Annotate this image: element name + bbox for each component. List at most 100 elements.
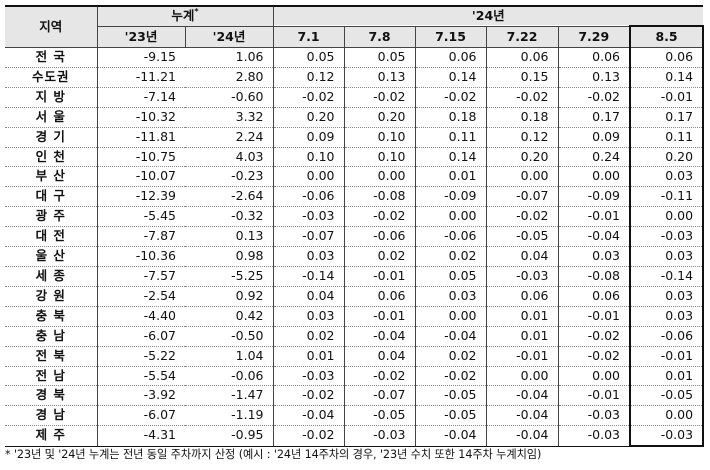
cumulative-24: -0.50: [185, 326, 274, 347]
region-name: 서 울: [5, 107, 98, 128]
weekly-change: 0.06: [486, 47, 559, 68]
weekly-change-latest: -0.14: [629, 266, 705, 287]
weekly-change: -0.05: [486, 226, 559, 248]
cumulative-24: 2.24: [185, 127, 274, 148]
cumulative-23: -10.32: [97, 107, 185, 128]
weekly-change-latest: -0.05: [629, 385, 705, 407]
weekly-change: 0.02: [273, 326, 345, 347]
weekly-change: -0.02: [415, 366, 487, 387]
table-row: 광 주 -5.45 -0.32 -0.03 -0.02 0.00 -0.02 -0.01 0.0…: [5, 206, 705, 228]
region-name: 광 주: [5, 206, 98, 228]
cumulative-24: -0.32: [185, 206, 274, 228]
region-name: 부 산: [5, 166, 98, 188]
weekly-change-latest: -0.03: [629, 226, 705, 248]
weekly-change: -0.04: [486, 425, 559, 447]
header-cum24: '24년: [185, 26, 274, 48]
weekly-change: -0.06: [273, 186, 345, 208]
table-row: 강 원 -2.54 0.92 0.04 0.06 0.03 0.06 0.06 0.03: [5, 286, 705, 307]
region-name: 지 방: [5, 87, 98, 108]
weekly-change-latest: 0.17: [629, 107, 705, 128]
region-name: 경 기: [5, 127, 98, 148]
cumulative-23: -2.54: [97, 286, 185, 307]
cumulative-24: -0.06: [185, 366, 274, 387]
cumulative-24: -0.60: [185, 87, 274, 108]
weekly-change: -0.02: [486, 206, 559, 228]
weekly-change: 0.00: [486, 166, 559, 188]
weekly-change: -0.09: [558, 186, 631, 208]
weekly-change: -0.04: [558, 226, 631, 248]
weekly-change: 0.12: [486, 127, 559, 148]
cumulative-23: -12.39: [97, 186, 185, 208]
header-cumulative: 누계*: [97, 5, 274, 27]
region-name: 충 북: [5, 306, 98, 327]
cumulative-24: -1.19: [185, 405, 274, 427]
weekly-change-latest: 0.14: [629, 67, 705, 88]
region-name: 전 남: [5, 366, 98, 387]
weekly-change: -0.08: [558, 266, 631, 287]
cumulative-24: 0.92: [185, 286, 274, 307]
weekly-change-latest: 0.01: [629, 366, 705, 387]
weekly-change: -0.01: [486, 346, 559, 367]
cumulative-24: -0.95: [185, 425, 274, 447]
cumulative-23: -11.81: [97, 127, 185, 148]
cumulative-23: -11.21: [97, 67, 185, 88]
weekly-change: -0.08: [344, 186, 416, 208]
region-name: 제 주: [5, 425, 98, 447]
weekly-change: -0.09: [415, 186, 487, 208]
weekly-change: 0.02: [344, 246, 416, 267]
table-row: 울 산 -10.36 0.98 0.03 0.02 0.02 0.04 0.03 0.03: [5, 246, 705, 267]
cumulative-23: -7.87: [97, 226, 185, 248]
cumulative-24: 0.42: [185, 306, 274, 327]
price-change-table: 지역 누계* '24년 '23년 '24년 7.1 7.8 7.15 7.22 …: [5, 5, 705, 448]
weekly-change: 0.00: [558, 166, 631, 188]
cumulative-24: -1.47: [185, 385, 274, 407]
weekly-change: -0.03: [344, 425, 416, 447]
weekly-change: 0.01: [486, 306, 559, 327]
weekly-change: -0.02: [344, 87, 416, 108]
weekly-change: 0.03: [273, 246, 345, 267]
weekly-change: 0.14: [415, 147, 487, 168]
weekly-change: -0.03: [273, 366, 345, 387]
table-row: 부 산 -10.07 -0.23 0.00 0.00 0.01 0.00 0.00 0.03: [5, 166, 705, 188]
weekly-change: 0.18: [415, 107, 487, 128]
cumulative-24: 1.06: [185, 47, 274, 68]
table-row: 경 남 -6.07 -1.19 -0.04 -0.05 -0.05 -0.04 -0.03 0.…: [5, 405, 705, 427]
cumulative-footnote-mark: *: [194, 7, 199, 17]
cumulative-24: -0.23: [185, 166, 274, 188]
table-row: 전 국 -9.15 1.06 0.05 0.05 0.06 0.06 0.06 0.06: [5, 47, 705, 68]
header-week: 7.1: [273, 26, 345, 48]
cumulative-23: -5.22: [97, 346, 185, 367]
table-row: 세 종 -7.57 -5.25 -0.14 -0.01 0.05 -0.03 -0.08 -0.…: [5, 266, 705, 287]
weekly-change: 0.03: [415, 286, 487, 307]
weekly-change: 0.05: [273, 47, 345, 68]
weekly-change: -0.02: [273, 425, 345, 447]
weekly-change: -0.02: [415, 87, 487, 108]
header-year24: '24년: [273, 5, 704, 27]
weekly-change: -0.03: [558, 405, 631, 427]
header-week: 7.29: [558, 26, 631, 48]
weekly-change: 0.12: [273, 67, 345, 88]
weekly-change: -0.07: [273, 226, 345, 248]
footnote: * '23년 및 '24년 누계는 전년 동일 주차까지 산정 (예시 : '2…: [5, 448, 542, 461]
weekly-change: -0.04: [415, 425, 487, 447]
weekly-change: 0.04: [486, 246, 559, 267]
weekly-change: 0.01: [486, 326, 559, 347]
weekly-change: 0.10: [344, 127, 416, 148]
weekly-change: 0.09: [273, 127, 345, 148]
weekly-change: -0.05: [344, 405, 416, 427]
weekly-change-latest: -0.03: [629, 425, 705, 448]
weekly-change: 0.11: [415, 127, 487, 148]
weekly-change: -0.06: [344, 226, 416, 248]
weekly-change: 0.01: [415, 166, 487, 188]
header-week: 7.22: [486, 26, 559, 48]
weekly-change: -0.02: [273, 385, 345, 407]
table-row: 충 남 -6.07 -0.50 0.02 -0.04 -0.04 0.01 -0.02 -0.0…: [5, 326, 705, 347]
weekly-change-latest: 0.03: [629, 306, 705, 327]
weekly-change-latest: 0.11: [629, 127, 705, 148]
table-header: 지역 누계* '24년 '23년 '24년 7.1 7.8 7.15 7.22 …: [5, 5, 705, 48]
weekly-change: 0.00: [486, 366, 559, 387]
region-name: 수도권: [5, 67, 98, 88]
table-row: 전 북 -5.22 1.04 0.01 0.04 0.02 -0.01 -0.02 -0.01: [5, 346, 705, 367]
weekly-change: -0.02: [344, 206, 416, 228]
cumulative-23: -7.57: [97, 266, 185, 287]
